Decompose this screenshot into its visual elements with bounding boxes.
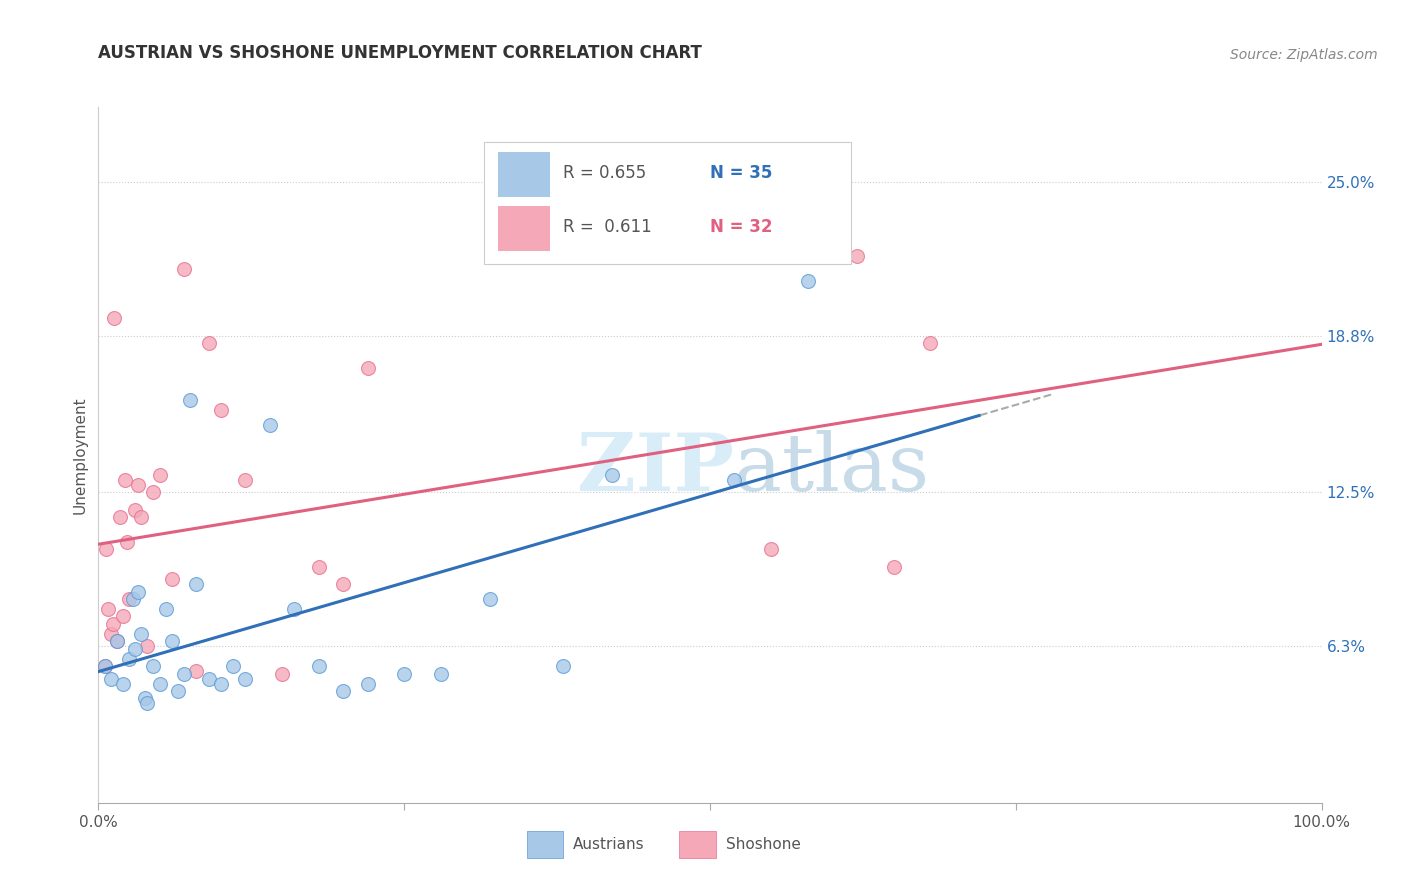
Point xyxy=(173,261,195,276)
Point xyxy=(478,592,501,607)
Point xyxy=(136,639,159,653)
Point xyxy=(883,559,905,574)
Point xyxy=(332,577,354,591)
Point xyxy=(845,249,868,263)
Point xyxy=(308,659,330,673)
Point xyxy=(110,510,132,524)
Point xyxy=(173,666,195,681)
Bar xyxy=(484,142,851,263)
Point xyxy=(270,666,294,681)
Text: N = 32: N = 32 xyxy=(710,219,772,236)
Point xyxy=(259,418,281,433)
Point xyxy=(356,676,378,690)
Text: R = 0.655: R = 0.655 xyxy=(564,164,647,182)
Text: Austrians: Austrians xyxy=(574,837,645,852)
Point xyxy=(233,473,256,487)
Point xyxy=(186,577,208,591)
Point xyxy=(100,672,122,686)
Text: ZIP: ZIP xyxy=(578,430,734,508)
Text: Source: ZipAtlas.com: Source: ZipAtlas.com xyxy=(1230,48,1378,62)
Point xyxy=(197,336,219,351)
Point xyxy=(93,659,115,673)
Point xyxy=(283,602,305,616)
Point xyxy=(103,311,125,326)
Text: N = 35: N = 35 xyxy=(710,164,772,182)
Text: AUSTRIAN VS SHOSHONE UNEMPLOYMENT CORRELATION CHART: AUSTRIAN VS SHOSHONE UNEMPLOYMENT CORREL… xyxy=(98,45,702,62)
Point xyxy=(920,336,942,351)
Point xyxy=(222,659,245,673)
Point xyxy=(308,559,330,574)
Point xyxy=(155,602,177,616)
Point xyxy=(94,542,117,557)
Point xyxy=(160,634,183,648)
Point xyxy=(114,473,136,487)
Point xyxy=(105,634,128,648)
Point xyxy=(142,485,165,500)
Point xyxy=(209,403,232,417)
Point xyxy=(93,659,115,673)
Bar xyxy=(498,153,550,197)
Y-axis label: Unemployment: Unemployment xyxy=(72,396,87,514)
Text: Shoshone: Shoshone xyxy=(725,837,801,852)
Point xyxy=(167,684,190,698)
Point xyxy=(723,473,745,487)
Point xyxy=(129,510,152,524)
Point xyxy=(134,691,156,706)
Point xyxy=(209,676,232,690)
Point xyxy=(111,609,134,624)
Bar xyxy=(526,830,564,858)
Point xyxy=(797,274,820,288)
Point xyxy=(233,672,256,686)
Point xyxy=(149,467,172,482)
Point xyxy=(105,634,128,648)
Point xyxy=(160,572,183,586)
Point xyxy=(136,697,159,711)
Point xyxy=(186,664,208,678)
Bar xyxy=(498,206,550,251)
Point xyxy=(118,592,141,607)
Text: R =  0.611: R = 0.611 xyxy=(564,219,652,236)
Point xyxy=(197,672,219,686)
Point xyxy=(149,676,172,690)
Point xyxy=(111,676,134,690)
Point xyxy=(142,659,165,673)
Point xyxy=(97,602,120,616)
Text: atlas: atlas xyxy=(734,430,929,508)
Point xyxy=(332,684,354,698)
Point xyxy=(761,542,783,557)
Point xyxy=(118,651,141,665)
Bar xyxy=(679,830,716,858)
Point xyxy=(179,393,201,408)
Point xyxy=(356,361,378,376)
Point xyxy=(100,627,122,641)
Point xyxy=(115,535,138,549)
Point xyxy=(129,627,152,641)
Point xyxy=(392,666,416,681)
Point xyxy=(124,502,146,516)
Point xyxy=(430,666,453,681)
Point xyxy=(124,641,146,656)
Point xyxy=(121,592,143,607)
Point xyxy=(127,477,149,491)
Point xyxy=(101,616,124,631)
Point xyxy=(600,467,623,482)
Point xyxy=(127,584,149,599)
Point xyxy=(553,659,575,673)
